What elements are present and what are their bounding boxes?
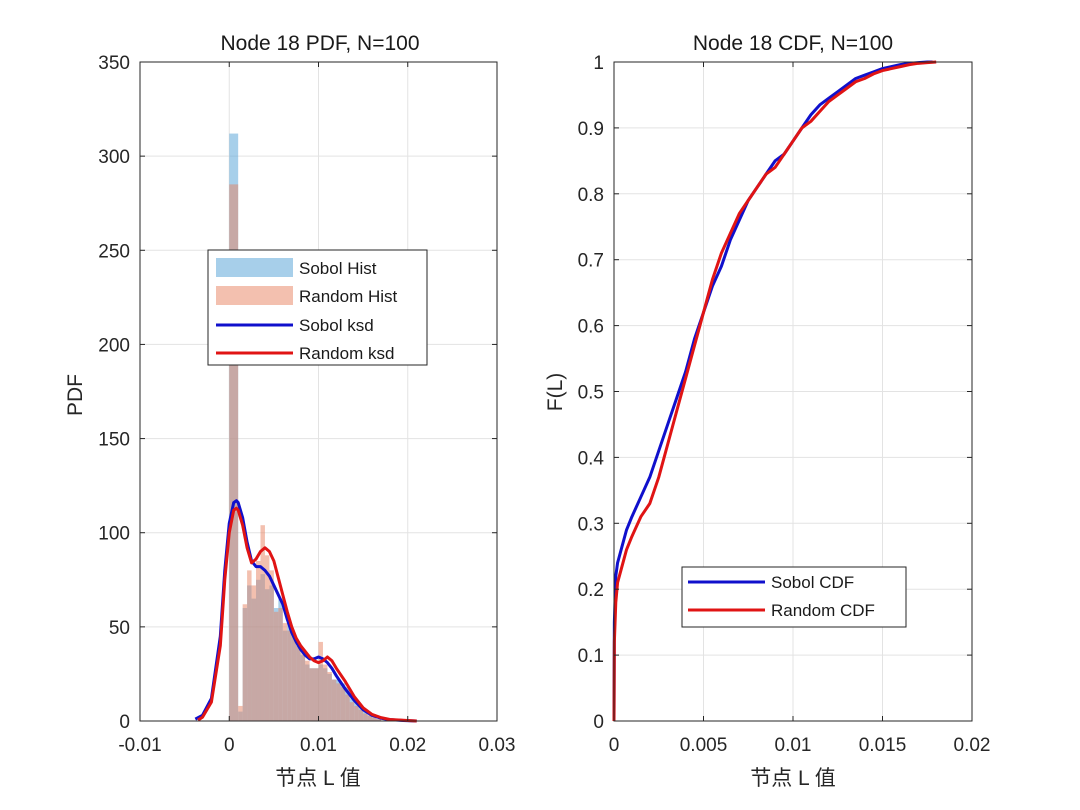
legend-label-random-hist: Random Hist xyxy=(299,287,398,306)
pdf-hist-random-bar-7 xyxy=(264,555,270,721)
pdf-chart-title: Node 18 PDF, N=100 xyxy=(220,32,419,55)
legend-label-sobol-cdf: Sobol CDF xyxy=(771,573,854,592)
pdf-hist-random-bar-18 xyxy=(314,668,319,721)
pdf-hist-random-bar-13 xyxy=(291,636,297,721)
cdf-x-tick-label-3: 0.015 xyxy=(859,735,907,756)
pdf-y-tick-label-7: 350 xyxy=(98,53,130,74)
pdf-hist-random-bar-8 xyxy=(269,570,274,721)
pdf-density-lines xyxy=(194,499,417,723)
cdf-chart-title: Node 18 CDF, N=100 xyxy=(693,32,893,55)
pdf-chart: Node 18 PDF, N=100 -0.01 0 0.01 0.02 0.03050… xyxy=(64,32,515,790)
pdf-hist-random-bar-19 xyxy=(318,641,323,721)
pdf-hist-random-bar-27 xyxy=(354,705,359,721)
cdf-line-random xyxy=(612,60,937,722)
cdf-y-tick-label-7: 0.7 xyxy=(578,251,604,272)
pdf-x-tick-label-0: -0.01 xyxy=(118,735,161,756)
pdf-hist-random-bar-3 xyxy=(247,570,252,721)
pdf-x-tick-label-3: 0.02 xyxy=(389,735,426,756)
legend-label-random-cdf: Random CDF xyxy=(771,601,875,620)
pdf-hist-random-bar-15 xyxy=(300,653,306,721)
pdf-y-tick-label-0: 0 xyxy=(119,712,130,733)
pdf-hist-random-bar-2 xyxy=(242,604,248,721)
cdf-y-tick-label-0: 0 xyxy=(593,712,604,733)
cdf-x-tick-label-2: 0.01 xyxy=(775,735,812,756)
pdf-line-sobol-ksd xyxy=(194,499,417,723)
cdf-ticks: 0 0.005 0.01 0.015 0.02 0 0.1 0.2 0.3 0.4 0.5 0.6 0.… xyxy=(578,53,991,756)
pdf-x-axis-label: 节点 L 值 xyxy=(275,767,361,790)
legend-swatch-sobol-hist xyxy=(216,258,293,277)
pdf-hist-random-bar-32 xyxy=(376,719,381,721)
legend-label-sobol-hist: Sobol Hist xyxy=(299,259,377,278)
pdf-y-axis-label: PDF xyxy=(64,374,87,416)
cdf-y-tick-label-2: 0.2 xyxy=(578,580,604,601)
pdf-y-tick-label-4: 200 xyxy=(98,335,130,356)
cdf-y-tick-label-8: 0.8 xyxy=(578,185,604,206)
pdf-hist-random-bar-11 xyxy=(282,623,288,721)
pdf-hist-random-bar-22 xyxy=(331,679,337,721)
pdf-y-tick-label-6: 300 xyxy=(98,147,130,168)
pdf-line-random-ksd xyxy=(197,506,417,723)
pdf-y-tick-label-1: 50 xyxy=(109,618,130,639)
cdf-y-tick-label-5: 0.5 xyxy=(578,383,604,404)
cdf-y-tick-label-6: 0.6 xyxy=(578,317,604,338)
pdf-x-tick-label-1: 0 xyxy=(224,735,235,756)
pdf-histograms xyxy=(229,133,381,721)
pdf-hist-random-bar-29 xyxy=(363,713,368,721)
cdf-legend: Sobol CDF Random CDF xyxy=(681,566,907,628)
legend-label-sobol-ksd: Sobol ksd xyxy=(299,316,374,335)
pdf-hist-random-bar-24 xyxy=(340,687,346,721)
pdf-y-tick-label-2: 100 xyxy=(98,524,130,545)
pdf-hist-random-bar-1 xyxy=(238,705,243,721)
pdf-hist-random-bar-28 xyxy=(358,709,364,721)
pdf-y-tick-label-5: 250 xyxy=(98,241,130,262)
cdf-y-tick-label-9: 0.9 xyxy=(578,119,604,140)
pdf-hist-random-bar-26 xyxy=(349,702,355,721)
pdf-hist-random-bar-31 xyxy=(372,717,377,721)
pdf-hist-random-bar-14 xyxy=(296,645,301,721)
pdf-x-tick-label-4: 0.03 xyxy=(479,735,516,756)
pdf-y-tick-label-3: 150 xyxy=(98,430,130,451)
cdf-y-axis-label: F(L) xyxy=(544,373,567,412)
legend-swatch-random-hist xyxy=(216,286,293,305)
pdf-hist-random-bar-30 xyxy=(367,715,373,721)
pdf-hist-random-bar-23 xyxy=(336,683,341,721)
cdf-lines xyxy=(612,60,937,722)
cdf-x-tick-label-0: 0 xyxy=(609,735,620,756)
cdf-x-tick-label-1: 0.005 xyxy=(680,735,728,756)
legend-label-random-ksd: Random ksd xyxy=(299,344,394,363)
pdf-hist-random-bar-10 xyxy=(278,608,283,721)
pdf-legend: Sobol Hist Random Hist Sobol ksd Random … xyxy=(207,249,428,366)
pdf-hist-random-bar-25 xyxy=(345,694,350,721)
cdf-y-tick-label-3: 0.3 xyxy=(578,514,604,535)
cdf-legend-box xyxy=(681,566,907,628)
pdf-hist-random-bar-20 xyxy=(322,664,328,721)
pdf-hist-random-bar-17 xyxy=(309,668,315,721)
cdf-y-tick-label-10: 1 xyxy=(593,53,604,74)
pdf-hist-random-bar-9 xyxy=(273,611,279,721)
pdf-hist-random-bar-5 xyxy=(256,560,261,721)
pdf-x-tick-label-2: 0.01 xyxy=(300,735,337,756)
pdf-hist-random-bar-0 xyxy=(229,184,239,721)
pdf-hist-random-bar-12 xyxy=(287,630,292,721)
cdf-x-axis-label: 节点 L 值 xyxy=(750,767,836,790)
pdf-hist-random-bar-6 xyxy=(260,525,265,721)
cdf-chart: Node 18 CDF, N=100 0 0.005 0.01 0.015 0.0200… xyxy=(544,32,990,790)
pdf-grid xyxy=(139,61,498,722)
pdf-hist-random-bar-16 xyxy=(305,660,310,721)
cdf-y-tick-label-1: 0.1 xyxy=(578,646,604,667)
pdf-hist-random-bar-4 xyxy=(251,585,257,721)
cdf-x-tick-label-4: 0.02 xyxy=(954,735,991,756)
pdf-hist-random-bar-21 xyxy=(327,672,332,721)
cdf-y-tick-label-4: 0.4 xyxy=(578,448,605,469)
